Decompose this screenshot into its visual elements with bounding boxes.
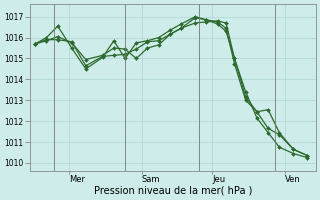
X-axis label: Pression niveau de la mer( hPa ): Pression niveau de la mer( hPa ) [93, 186, 252, 196]
